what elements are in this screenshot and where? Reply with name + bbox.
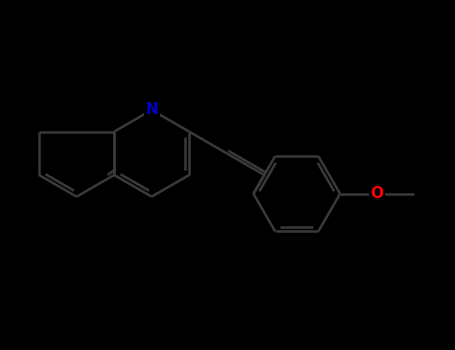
Text: O: O	[370, 186, 384, 201]
Text: N: N	[145, 103, 158, 118]
